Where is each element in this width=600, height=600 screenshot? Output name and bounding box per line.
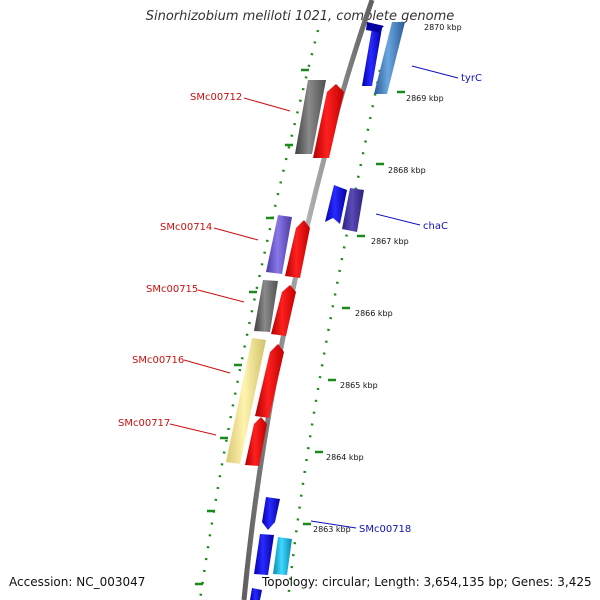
tick-label-2868: 2868 kbp: [388, 166, 426, 175]
tick-labels: 2870 kbp 2869 kbp 2868 kbp 2867 kbp 2866…: [313, 23, 462, 534]
gene-SMc00714-red[interactable]: [285, 220, 310, 278]
gene-SMc00714-purple[interactable]: [266, 215, 292, 274]
gene-SMc00715-gray[interactable]: [254, 280, 278, 332]
gene-tyrC-lightblue[interactable]: [374, 22, 405, 94]
gene-tyrC-blue[interactable]: [362, 22, 384, 86]
ruler-ticks: [195, 68, 405, 586]
gene-labels: tyrC chaC SMc00718 SMc00712 SMc00714 SMc…: [118, 73, 482, 535]
gene-SMc00718-cyan[interactable]: [273, 537, 292, 575]
gene-label-SMc00718[interactable]: SMc00718: [359, 524, 411, 535]
leader-lines: [169, 65, 459, 529]
gene-label-SMc00714[interactable]: SMc00714: [160, 222, 212, 233]
gene-SMc00712-red[interactable]: [313, 84, 344, 158]
tick-label-2863: 2863 kbp: [313, 525, 351, 534]
gene-SMc00715-red[interactable]: [271, 285, 296, 336]
tick-label-2866: 2866 kbp: [355, 309, 393, 318]
genome-summary-text: Topology: circular; Length: 3,654,135 bp…: [262, 575, 592, 589]
gene-SMc00716-red[interactable]: [255, 344, 284, 418]
tick-label-2867: 2867 kbp: [371, 237, 409, 246]
gene-bottom-blue[interactable]: [250, 588, 262, 600]
tick-label-2865: 2865 kbp: [340, 381, 378, 390]
gene-SMc00712-gray[interactable]: [295, 80, 326, 154]
tick-label-2864: 2864 kbp: [326, 453, 364, 462]
genome-title: Sinorhizobium meliloti 1021, complete ge…: [145, 9, 455, 24]
tick-label-2870: 2870 kbp: [424, 23, 462, 32]
gene-SMc00717-red[interactable]: [245, 417, 267, 466]
left-ruler-line: [198, 29, 320, 600]
tick-label-2869: 2869 kbp: [406, 94, 444, 103]
gene-chaC-purple[interactable]: [342, 188, 364, 232]
gene-label-SMc00716[interactable]: SMc00716: [132, 355, 184, 366]
gene-SMc00718-blue-upper[interactable]: [262, 497, 280, 530]
gene-label-SMc00717[interactable]: SMc00717: [118, 418, 170, 429]
gene-label-SMc00715[interactable]: SMc00715: [146, 284, 198, 295]
gene-SMc00718-blue-lower[interactable]: [254, 534, 274, 575]
gene-SMc00716-yellow[interactable]: [226, 338, 266, 464]
gene-label-SMc00712[interactable]: SMc00712: [190, 92, 242, 103]
gene-label-chaC[interactable]: chaC: [423, 221, 448, 232]
accession-text: Accession: NC_003047: [9, 575, 146, 589]
gene-chaC-blue[interactable]: [325, 185, 347, 224]
gene-label-tyrC[interactable]: tyrC: [461, 73, 482, 84]
